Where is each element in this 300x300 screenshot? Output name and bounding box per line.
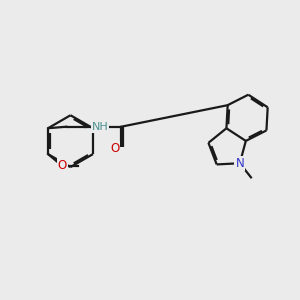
Text: O: O (58, 159, 67, 172)
Text: N: N (236, 157, 244, 170)
Text: NH: NH (92, 122, 108, 132)
Text: O: O (110, 142, 119, 155)
